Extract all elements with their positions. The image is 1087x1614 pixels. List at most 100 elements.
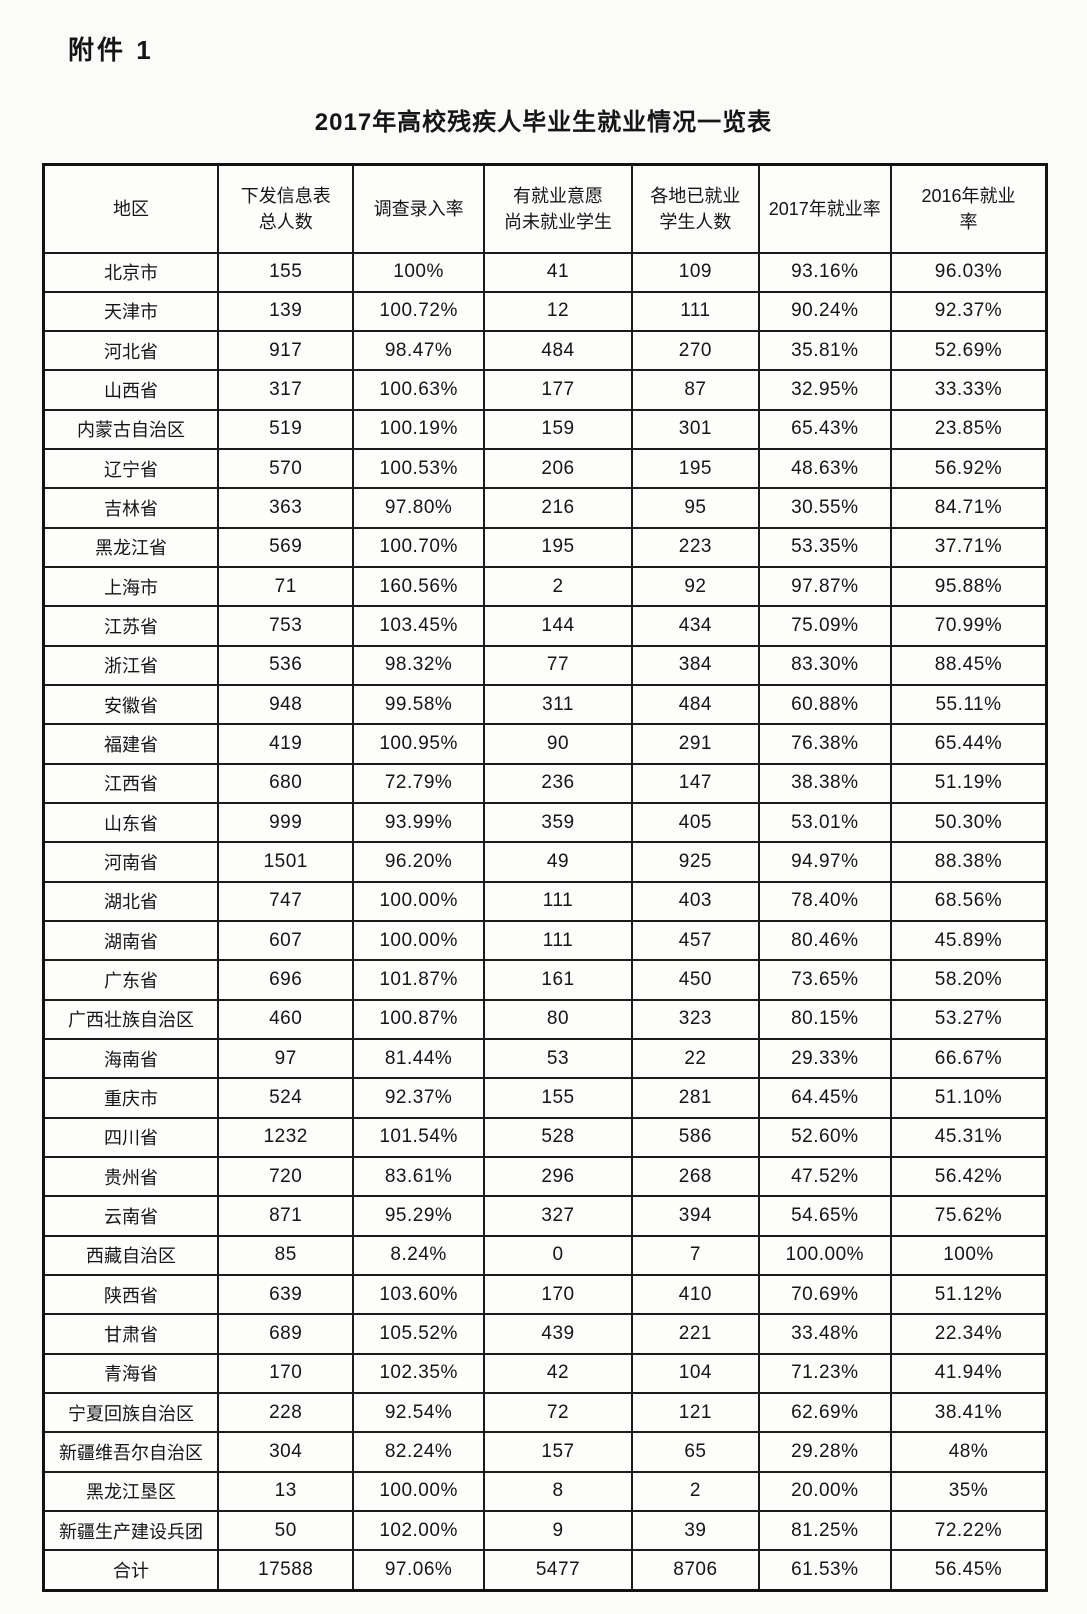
- value-cell: 569: [217, 526, 355, 569]
- value-cell: 450: [631, 959, 760, 1001]
- value-cell: 92.54%: [352, 1392, 485, 1434]
- value-cell: 410: [631, 1274, 760, 1316]
- value-cell: 97: [217, 1038, 355, 1080]
- value-cell: 747: [217, 880, 355, 923]
- value-cell: 75.62%: [889, 1195, 1048, 1237]
- value-cell: 29.28%: [757, 1431, 892, 1473]
- value-cell: 50.30%: [889, 802, 1048, 844]
- value-cell: 80.15%: [757, 998, 892, 1041]
- region-cell: 黑龙江省: [42, 526, 220, 569]
- value-cell: 87: [631, 369, 760, 411]
- value-cell: 281: [631, 1077, 760, 1119]
- value-cell: 12: [482, 290, 634, 333]
- value-cell: 8706: [631, 1549, 760, 1592]
- value-cell: 51.19%: [889, 762, 1048, 805]
- value-cell: 100.19%: [352, 408, 485, 451]
- value-cell: 52.60%: [757, 1116, 892, 1159]
- region-cell: 广东省: [42, 959, 220, 1001]
- value-cell: 917: [217, 330, 355, 372]
- value-cell: 39: [631, 1509, 760, 1552]
- table-row: 新疆生产建设兵团 50 102.00% 9 39 81.25% 72.22%: [42, 1509, 1048, 1552]
- value-cell: 65.43%: [757, 408, 892, 451]
- value-cell: 73.65%: [757, 959, 892, 1001]
- table-row: 吉林省 363 97.80% 216 95 30.55% 84.71%: [42, 487, 1048, 529]
- region-cell: 浙江省: [42, 644, 220, 687]
- value-cell: 55.11%: [889, 684, 1048, 726]
- table-row: 天津市 139 100.72% 12 111 90.24% 92.37%: [42, 290, 1048, 333]
- value-cell: 155: [217, 251, 355, 293]
- value-cell: 570: [217, 448, 355, 490]
- table-row: 黑龙江垦区 13 100.00% 8 2 20.00% 35%: [42, 1470, 1048, 1513]
- value-cell: 2: [631, 1470, 760, 1513]
- value-cell: 85: [217, 1234, 355, 1277]
- attachment-label: 附件 1: [68, 35, 154, 65]
- value-cell: 155: [482, 1077, 634, 1119]
- value-cell: 83.30%: [757, 644, 892, 687]
- table-row: 内蒙古自治区 519 100.19% 159 301 65.43% 23.85%: [42, 408, 1048, 451]
- value-cell: 51.10%: [889, 1077, 1048, 1119]
- value-cell: 92.37%: [352, 1077, 485, 1119]
- region-cell: 湖南省: [42, 920, 220, 962]
- region-cell: 黑龙江垦区: [42, 1470, 220, 1513]
- value-cell: 159: [482, 408, 634, 451]
- table-row: 宁夏回族自治区 228 92.54% 72 121 62.69% 38.41%: [42, 1392, 1048, 1434]
- value-cell: 38.38%: [757, 762, 892, 805]
- value-cell: 93.16%: [757, 251, 892, 293]
- value-cell: 58.20%: [889, 959, 1048, 1001]
- value-cell: 101.54%: [352, 1116, 485, 1159]
- value-cell: 49: [482, 841, 634, 883]
- value-cell: 439: [482, 1313, 634, 1355]
- region-cell: 福建省: [42, 723, 220, 765]
- value-cell: 72.22%: [889, 1509, 1048, 1552]
- value-cell: 434: [631, 605, 760, 647]
- value-cell: 95.88%: [889, 566, 1048, 608]
- region-cell: 云南省: [42, 1195, 220, 1237]
- value-cell: 1501: [217, 841, 355, 883]
- region-cell: 贵州省: [42, 1156, 220, 1198]
- table-row: 海南省 97 81.44% 53 22 29.33% 66.67%: [42, 1038, 1048, 1080]
- value-cell: 216: [482, 487, 634, 529]
- value-cell: 53: [482, 1038, 634, 1080]
- value-cell: 53.27%: [889, 998, 1048, 1041]
- value-cell: 304: [217, 1431, 355, 1473]
- value-cell: 144: [482, 605, 634, 647]
- value-cell: 48.63%: [757, 448, 892, 490]
- value-cell: 696: [217, 959, 355, 1001]
- region-cell: 河北省: [42, 330, 220, 372]
- value-cell: 170: [217, 1352, 355, 1395]
- table-row: 湖南省 607 100.00% 111 457 80.46% 45.89%: [42, 920, 1048, 962]
- value-cell: 384: [631, 644, 760, 687]
- value-cell: 680: [217, 762, 355, 805]
- region-cell: 湖北省: [42, 880, 220, 923]
- value-cell: 100%: [889, 1234, 1048, 1277]
- value-cell: 95.29%: [352, 1195, 485, 1237]
- value-cell: 100.70%: [352, 526, 485, 569]
- value-cell: 48%: [889, 1431, 1048, 1473]
- value-cell: 139: [217, 290, 355, 333]
- value-cell: 35.81%: [757, 330, 892, 372]
- value-cell: 53.35%: [757, 526, 892, 569]
- value-cell: 100.00%: [757, 1234, 892, 1277]
- value-cell: 228: [217, 1392, 355, 1434]
- value-cell: 160.56%: [352, 566, 485, 608]
- value-cell: 51.12%: [889, 1274, 1048, 1316]
- value-cell: 52.69%: [889, 330, 1048, 372]
- value-cell: 327: [482, 1195, 634, 1237]
- region-cell: 吉林省: [42, 487, 220, 529]
- table-row: 广东省 696 101.87% 161 450 73.65% 58.20%: [42, 959, 1048, 1001]
- value-cell: 22.34%: [889, 1313, 1048, 1355]
- value-cell: 22: [631, 1038, 760, 1080]
- value-cell: 64.45%: [757, 1077, 892, 1119]
- value-cell: 90: [482, 723, 634, 765]
- value-cell: 359: [482, 802, 634, 844]
- region-cell: 安徽省: [42, 684, 220, 726]
- value-cell: 5477: [482, 1549, 634, 1592]
- value-cell: 103.45%: [352, 605, 485, 647]
- value-cell: 101.87%: [352, 959, 485, 1001]
- value-cell: 13: [217, 1470, 355, 1513]
- value-cell: 82.24%: [352, 1431, 485, 1473]
- value-cell: 84.71%: [889, 487, 1048, 529]
- table-row: 福建省 419 100.95% 90 291 76.38% 65.44%: [42, 723, 1048, 765]
- value-cell: 88.45%: [889, 644, 1048, 687]
- region-cell: 宁夏回族自治区: [42, 1392, 220, 1434]
